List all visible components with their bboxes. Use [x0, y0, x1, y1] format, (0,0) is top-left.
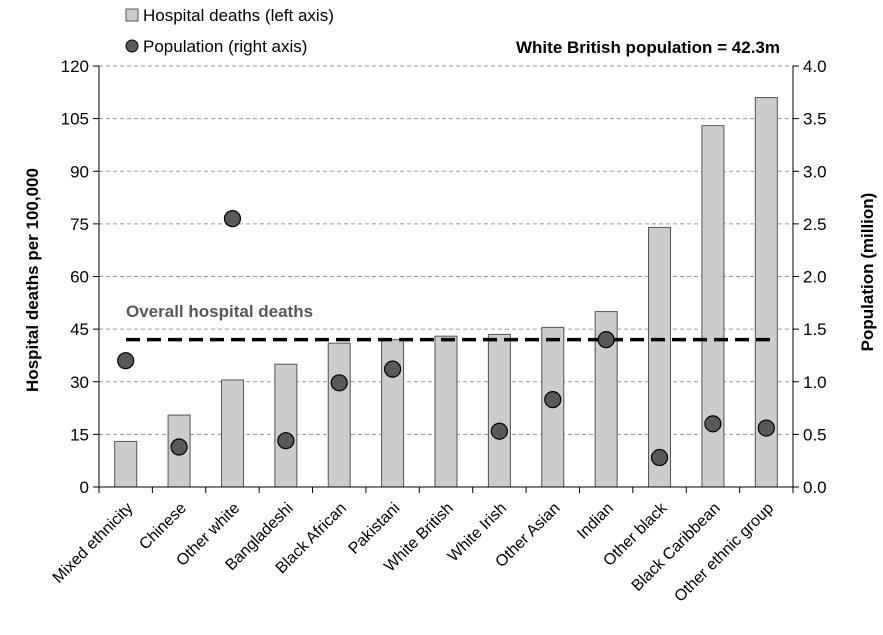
dot-mixed-ethnicity: [117, 352, 135, 370]
white-british-population-note: White British population = 42.3m: [516, 38, 780, 57]
bar-bangladeshi: [274, 363, 298, 488]
category-label: Mixed ethnicity: [50, 500, 137, 587]
left-axis-title: Hospital deaths per 100,000: [23, 168, 42, 392]
bar-other-white: [220, 379, 244, 488]
dot-other-white: [223, 210, 242, 228]
right-tick-label: 0.0: [803, 478, 827, 497]
dot-indian: [597, 331, 615, 349]
bar-white-british: [434, 335, 458, 488]
dot-other-asian: [544, 391, 562, 409]
bar-white-irish: [487, 333, 511, 488]
legend-bar-swatch: [125, 8, 139, 22]
left-tick-label: 15: [70, 425, 89, 444]
left-tick-label: 60: [70, 268, 89, 287]
bar-black-caribbean: [701, 125, 725, 488]
dot-chinese: [170, 438, 188, 456]
population-series: [117, 210, 775, 467]
category-label: Chinese: [136, 500, 190, 554]
right-tick-label: 1.0: [803, 373, 827, 392]
legend-hospital-deaths: Hospital deaths (left axis): [143, 6, 334, 25]
category-label: Indian: [574, 500, 617, 543]
legend: Hospital deaths (left axis) Population (…: [125, 6, 334, 56]
left-tick-label: 45: [70, 320, 89, 339]
right-tick-label: 4.0: [803, 57, 827, 76]
dot-other-ethnic-group: [757, 419, 775, 437]
left-tick-label: 120: [61, 57, 89, 76]
right-axis-title: Population (million): [858, 193, 877, 352]
left-tick-label: 105: [61, 110, 89, 129]
dot-black-african: [330, 374, 348, 392]
category-label: Other ethnic group: [671, 500, 777, 606]
dot-black-caribbean: [704, 415, 722, 433]
tick-labels: 0 15 30 45 60 75 90 105 120 0.0 0.5 1.0 1.5 2.0 2.5 3.0…: [61, 57, 827, 497]
dot-white-irish: [490, 422, 508, 440]
bar-black-african: [327, 342, 351, 488]
right-tick-label: 2.5: [803, 215, 827, 234]
right-tick-label: 2.0: [803, 268, 827, 287]
legend-population: Population (right axis): [143, 37, 307, 56]
bar-mixed-ethnicity: [114, 440, 138, 488]
bar-other-black: [648, 226, 672, 488]
dot-bangladeshi: [277, 432, 295, 450]
left-tick-label: 75: [70, 215, 89, 234]
left-tick-label: 0: [80, 478, 89, 497]
right-tick-label: 1.5: [803, 320, 827, 339]
left-tick-label: 90: [70, 162, 89, 181]
axes: [93, 65, 799, 493]
dot-pakistani: [384, 360, 402, 378]
reference-line-label: Overall hospital deaths: [126, 302, 313, 321]
right-tick-label: 3.0: [803, 162, 827, 181]
right-tick-label: 3.5: [803, 110, 827, 129]
legend-dot-swatch: [125, 39, 139, 53]
left-tick-label: 30: [70, 373, 89, 392]
right-tick-label: 0.5: [803, 425, 827, 444]
dot-other-black: [650, 448, 669, 467]
bar-series: [114, 97, 778, 488]
